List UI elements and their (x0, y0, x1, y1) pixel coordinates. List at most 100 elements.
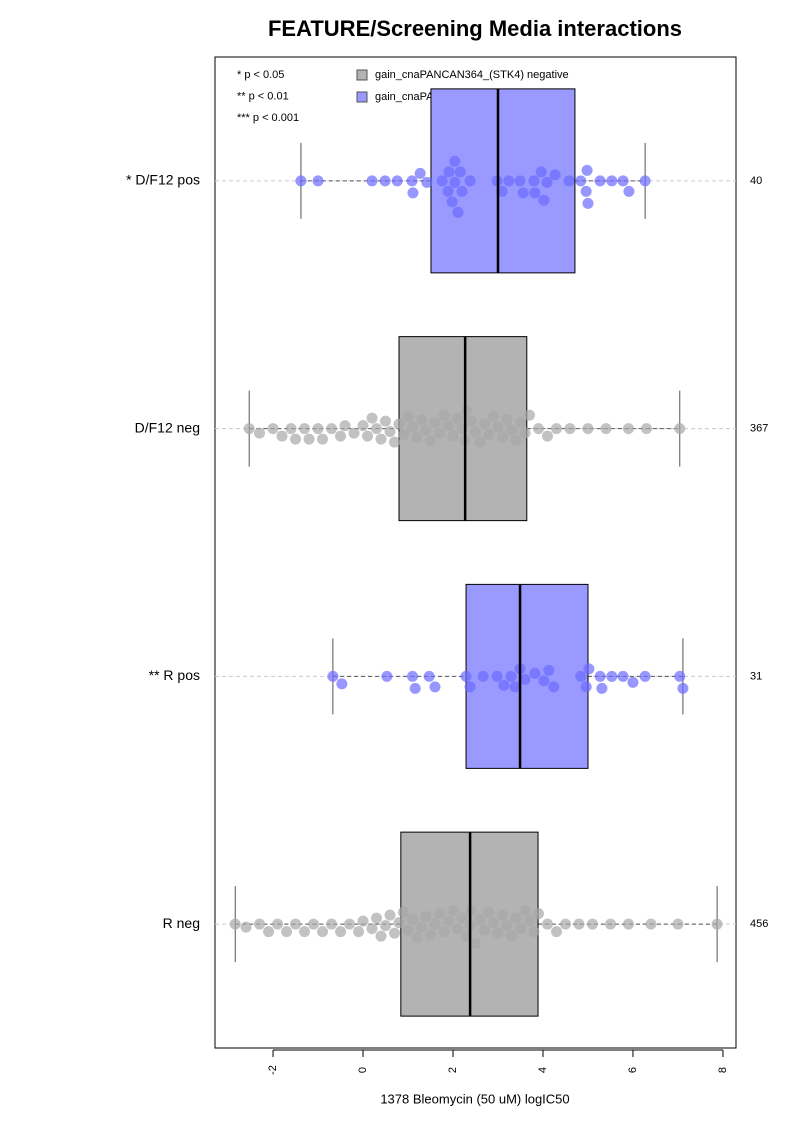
data-point (674, 670, 686, 682)
data-point (573, 918, 585, 930)
data-point (541, 430, 553, 442)
data-point (452, 412, 464, 424)
data-point (477, 670, 489, 682)
data-point (538, 675, 550, 687)
data-point (263, 926, 275, 938)
data-point (503, 175, 515, 187)
legend-swatch (356, 69, 368, 81)
data-point (326, 423, 338, 435)
legend-swatch (356, 91, 368, 103)
data-point (303, 433, 315, 445)
data-point (447, 905, 459, 917)
data-point (366, 175, 378, 187)
data-point (586, 918, 598, 930)
data-point (519, 673, 531, 685)
legend-label: gain_cnaPANCAN364_(STK4) negative (375, 69, 569, 81)
data-point (295, 175, 307, 187)
data-point (344, 918, 356, 930)
data-point (627, 676, 639, 688)
data-point (312, 175, 324, 187)
data-point (290, 918, 302, 930)
data-point (645, 918, 657, 930)
data-point (290, 433, 302, 445)
significance-legend-text: ** p < 0.01 (237, 90, 289, 102)
data-point (528, 175, 540, 187)
data-point (371, 423, 383, 435)
data-point (267, 423, 279, 435)
data-point (375, 930, 387, 942)
data-point (452, 923, 464, 935)
data-point (272, 918, 284, 930)
data-point (398, 429, 410, 441)
x-axis-label: 1378 Bleomycin (50 uM) logIC50 (380, 1091, 569, 1106)
data-point (339, 420, 351, 432)
data-point (229, 918, 241, 930)
data-point (407, 187, 419, 199)
plot-frame (214, 56, 737, 1049)
chart-title: FEATURE/Screening Media interactions (268, 16, 682, 41)
data-point (326, 918, 338, 930)
data-point (470, 938, 481, 950)
data-point (389, 436, 401, 448)
data-point (276, 430, 288, 442)
data-point (411, 432, 423, 444)
data-point (541, 918, 553, 930)
data-point (407, 670, 419, 682)
data-point (563, 175, 575, 187)
data-point (514, 417, 526, 429)
data-point (523, 409, 535, 421)
data-point (434, 427, 446, 439)
x-tick-label: 2 (447, 1067, 459, 1073)
data-point (464, 175, 476, 187)
data-point (543, 664, 555, 676)
data-point (254, 427, 266, 439)
data-point (677, 682, 689, 694)
group-label: D/F12 neg (135, 419, 200, 435)
data-point (381, 670, 393, 682)
data-point (478, 418, 490, 430)
data-point (425, 929, 437, 941)
data-point (384, 909, 396, 921)
data-point (474, 914, 486, 926)
data-point (583, 663, 595, 675)
x-tick-label: 0 (357, 1067, 369, 1073)
data-point (393, 917, 405, 929)
data-point (389, 927, 401, 939)
data-point (492, 927, 504, 939)
group-label: * D/F12 pos (126, 172, 200, 188)
data-point (550, 926, 562, 938)
data-point (470, 426, 481, 438)
data-point (327, 670, 339, 682)
data-point (501, 920, 513, 932)
data-point (406, 175, 418, 187)
data-point (622, 423, 634, 435)
data-point (523, 915, 535, 927)
group-count: 456 (750, 918, 768, 930)
data-point (532, 908, 544, 920)
data-point (505, 930, 517, 942)
group-count: 367 (750, 423, 768, 435)
x-tick-label: 8 (717, 1067, 729, 1073)
data-point (434, 908, 446, 920)
data-point (366, 412, 378, 424)
data-point (335, 430, 347, 442)
data-point (505, 424, 517, 436)
data-point (317, 926, 329, 938)
data-point (456, 912, 468, 924)
data-point (674, 423, 686, 435)
data-point (575, 175, 587, 187)
data-point (442, 185, 454, 197)
data-point (596, 682, 608, 694)
data-point (371, 912, 383, 924)
data-point (582, 423, 594, 435)
data-point (617, 175, 629, 187)
data-point (582, 197, 594, 209)
data-point (353, 926, 365, 938)
significance-legend-text: *** p < 0.001 (237, 112, 299, 124)
data-point (380, 920, 392, 932)
data-point (483, 429, 495, 441)
data-point (438, 926, 450, 938)
data-point (449, 155, 461, 167)
data-point (447, 430, 459, 442)
data-point (456, 185, 468, 197)
